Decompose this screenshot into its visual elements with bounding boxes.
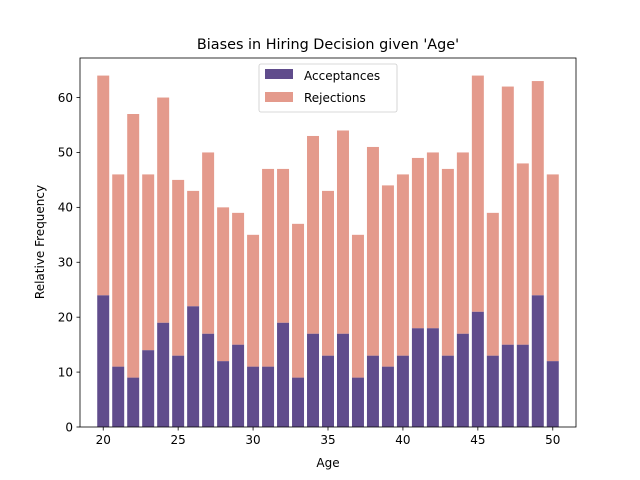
x-tick-label-25: 25 [171,433,186,447]
y-tick-label-20: 20 [58,310,73,324]
y-tick-label-30: 30 [58,256,73,270]
y-tick-label-10: 10 [58,365,73,379]
bar-rejections-24 [157,97,170,323]
bar-rejections-27 [202,152,215,334]
bar-acceptances-32 [277,322,290,427]
bar-rejections-36 [336,130,349,334]
bar-acceptances-50 [546,361,559,427]
bar-rejections-23 [142,174,155,351]
x-axis-ticks: 20 25 30 35 40 45 50 [96,427,560,447]
bar-acceptances-36 [336,333,349,427]
bar-acceptances-39 [381,366,394,427]
bar-acceptances-28 [217,361,230,427]
bar-acceptances-33 [292,377,305,427]
x-tick-label-20: 20 [96,433,111,447]
bar-rejections-49 [531,81,544,296]
bar-acceptances-37 [351,377,364,427]
bar-rejections-22 [127,114,140,378]
bar-rejections-33 [292,223,305,378]
bar-rejections-30 [247,234,260,367]
bar-acceptances-48 [516,344,529,427]
bar-acceptances-34 [307,333,320,427]
bar-acceptances-22 [127,377,140,427]
bar-rejections-47 [501,86,514,345]
bar-acceptances-29 [232,344,245,427]
x-axis-label: Age [316,456,339,470]
bar-acceptances-21 [112,366,125,427]
bar-acceptances-35 [322,355,334,427]
bar-acceptances-24 [157,322,170,427]
bar-acceptances-38 [366,355,379,427]
legend-swatch-rejections [265,92,293,102]
bar-rejections-26 [187,190,200,307]
bar-rejections-31 [262,168,275,367]
y-tick-label-50: 50 [58,146,73,160]
bar-rejections-28 [217,207,230,362]
bar-acceptances-20 [97,295,110,427]
x-tick-label-45: 45 [470,433,485,447]
y-tick-label-0: 0 [65,420,73,434]
x-tick-label-50: 50 [545,433,560,447]
x-tick-label-30: 30 [245,433,260,447]
bar-acceptances-30 [247,366,260,427]
y-axis-ticks: 0 10 20 30 40 50 60 [58,91,80,434]
bars-group [97,75,559,427]
x-tick-label-40: 40 [395,433,410,447]
y-tick-label-60: 60 [58,91,73,105]
bar-acceptances-46 [486,355,499,427]
bar-acceptances-47 [501,344,514,427]
bar-rejections-45 [471,75,484,312]
bar-acceptances-43 [441,355,454,427]
bar-rejections-38 [366,146,379,356]
bar-acceptances-41 [411,328,424,427]
bar-rejections-37 [351,234,364,378]
x-tick-label-35: 35 [320,433,335,447]
bar-acceptances-49 [531,295,544,427]
bar-rejections-41 [411,157,424,329]
bar-acceptances-27 [202,333,215,427]
bar-rejections-42 [426,152,439,329]
bar-acceptances-45 [471,311,484,427]
bar-rejections-50 [546,174,559,362]
bar-rejections-43 [441,168,454,356]
bar-acceptances-26 [187,306,200,427]
bar-rejections-40 [396,174,409,356]
bar-rejections-32 [277,168,290,323]
bar-acceptances-25 [172,355,185,427]
bar-rejections-34 [307,135,320,334]
bar-rejections-21 [112,174,125,367]
plot-frame [79,57,577,428]
bar-rejections-46 [486,212,499,356]
legend-box [258,63,398,113]
legend-label-acceptances: Acceptances [304,69,380,83]
legend-swatch-acceptances [265,69,293,79]
bar-acceptances-44 [456,333,469,427]
bar-rejections-39 [381,185,394,367]
bar-acceptances-23 [142,350,155,427]
bar-acceptances-42 [426,328,439,427]
bar-acceptances-31 [262,366,275,427]
bar-rejections-29 [232,212,245,345]
legend-label-rejections: Rejections [304,91,366,105]
bar-rejections-20 [97,75,110,296]
legend: Acceptances Rejections [258,63,398,113]
y-tick-label-40: 40 [58,201,73,215]
bar-rejections-25 [172,179,185,356]
bar-rejections-35 [322,190,334,356]
bar-rejections-44 [456,152,469,334]
bar-rejections-48 [516,163,529,345]
bar-acceptances-40 [396,355,409,427]
chart-title: Biases in Hiring Decision given 'Age' [197,37,459,53]
y-axis-label: Relative Frequency [33,185,47,299]
